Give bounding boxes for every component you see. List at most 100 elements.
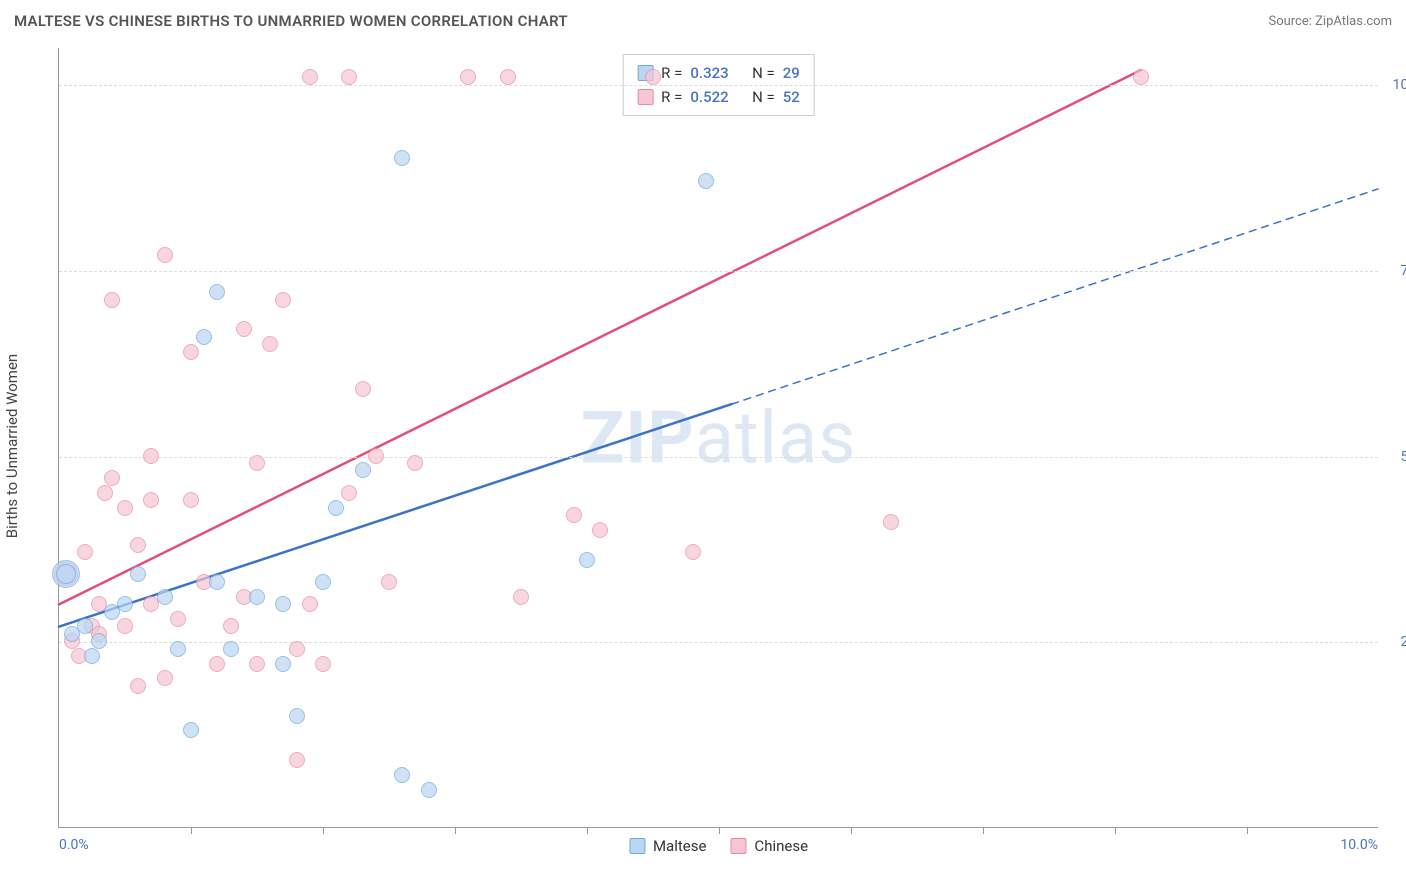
x-tick — [983, 827, 984, 834]
stats-row-maltese: R = 0.323 N = 29 — [637, 61, 800, 85]
scatter-point-maltese — [209, 574, 225, 590]
x-tick — [455, 827, 456, 834]
scatter-point-maltese — [315, 574, 331, 590]
x-tick — [719, 827, 720, 834]
r-label: R = — [661, 61, 682, 85]
chart-header: MALTESE VS CHINESE BIRTHS TO UNMARRIED W… — [14, 12, 1392, 30]
scatter-point-chinese — [592, 522, 608, 538]
scatter-point-chinese — [104, 470, 120, 486]
scatter-point-chinese — [368, 448, 384, 464]
scatter-point-chinese — [97, 485, 113, 501]
scatter-point-maltese — [275, 596, 291, 612]
scatter-point-chinese — [130, 678, 146, 694]
scatter-point-chinese — [157, 247, 173, 263]
swatch-chinese-icon — [637, 89, 653, 105]
scatter-point-maltese — [421, 782, 437, 798]
scatter-point-chinese — [157, 670, 173, 686]
scatter-point-maltese — [196, 329, 212, 345]
x-tick — [323, 827, 324, 834]
scatter-point-maltese — [77, 618, 93, 634]
x-tick — [191, 827, 192, 834]
scatter-point-chinese — [262, 336, 278, 352]
scatter-point-chinese — [249, 656, 265, 672]
r-value-chinese: 0.522 — [690, 85, 728, 109]
n-value-chinese: 52 — [783, 85, 800, 109]
scatter-point-chinese — [500, 69, 516, 85]
scatter-point-maltese — [328, 500, 344, 516]
legend-swatch-chinese-icon — [730, 838, 746, 854]
stats-row-chinese: R = 0.522 N = 52 — [637, 85, 800, 109]
chart-title: MALTESE VS CHINESE BIRTHS TO UNMARRIED W… — [14, 12, 568, 30]
scatter-point-maltese — [223, 641, 239, 657]
trend-line-maltese-dashed — [732, 189, 1378, 404]
scatter-point-maltese — [355, 462, 371, 478]
scatter-point-chinese — [566, 507, 582, 523]
scatter-point-chinese — [289, 752, 305, 768]
y-tick-label: 75.0% — [1386, 263, 1406, 279]
scatter-point-chinese — [117, 500, 133, 516]
scatter-point-chinese — [143, 492, 159, 508]
scatter-point-maltese — [289, 708, 305, 724]
scatter-point-chinese — [209, 656, 225, 672]
scatter-point-chinese — [77, 544, 93, 560]
scatter-point-maltese — [157, 589, 173, 605]
scatter-point-maltese — [394, 150, 410, 166]
y-tick-label: 100.0% — [1386, 77, 1406, 93]
scatter-point-maltese — [84, 648, 100, 664]
x-tick — [587, 827, 588, 834]
x-min-label: 0.0% — [59, 837, 89, 853]
scatter-point-maltese — [91, 633, 107, 649]
n-label: N = — [752, 61, 775, 85]
scatter-point-maltese — [579, 552, 595, 568]
scatter-point-maltese — [394, 767, 410, 783]
gridline — [59, 642, 1378, 643]
scatter-point-chinese — [117, 618, 133, 634]
scatter-point-chinese — [355, 381, 371, 397]
x-max-label: 10.0% — [1340, 837, 1378, 853]
y-tick-label: 25.0% — [1386, 634, 1406, 650]
scatter-point-maltese — [130, 566, 146, 582]
scatter-point-chinese — [302, 596, 318, 612]
scatter-point-chinese — [275, 292, 291, 308]
scatter-point-chinese — [289, 641, 305, 657]
x-tick — [1247, 827, 1248, 834]
scatter-point-chinese — [685, 544, 701, 560]
gridline — [59, 271, 1378, 272]
x-tick — [1115, 827, 1116, 834]
plot-area: ZIPatlas R = 0.323 N = 29 R = 0.522 N = … — [58, 48, 1378, 828]
scatter-point-chinese — [1133, 69, 1149, 85]
scatter-point-chinese — [236, 321, 252, 337]
scatter-point-chinese — [645, 69, 661, 85]
scatter-point-chinese — [883, 514, 899, 530]
scatter-point-maltese — [249, 589, 265, 605]
legend-swatch-maltese-icon — [629, 838, 645, 854]
bottom-legend: Maltese Chinese — [629, 837, 808, 855]
y-tick-label: 50.0% — [1386, 449, 1406, 465]
legend-label-chinese: Chinese — [754, 837, 808, 855]
scatter-point-maltese — [698, 173, 714, 189]
trend-lines-svg — [59, 48, 1378, 827]
legend-item-chinese: Chinese — [730, 837, 808, 855]
scatter-point-chinese — [513, 589, 529, 605]
x-tick — [851, 827, 852, 834]
scatter-point-chinese — [143, 448, 159, 464]
legend-item-maltese: Maltese — [629, 837, 706, 855]
scatter-point-chinese — [407, 455, 423, 471]
gridline — [59, 85, 1378, 86]
scatter-point-maltese — [183, 722, 199, 738]
scatter-point-maltese — [104, 604, 120, 620]
scatter-point-maltese — [209, 284, 225, 300]
scatter-point-chinese — [341, 485, 357, 501]
scatter-point-chinese — [315, 656, 331, 672]
scatter-point-chinese — [104, 292, 120, 308]
n-value-maltese: 29 — [783, 61, 800, 85]
y-axis-label: Births to Unmarried Women — [3, 354, 21, 538]
scatter-point-chinese — [249, 455, 265, 471]
scatter-point-maltese — [170, 641, 186, 657]
scatter-point-chinese — [183, 492, 199, 508]
scatter-point-chinese — [460, 69, 476, 85]
n-label-2: N = — [752, 85, 775, 109]
legend-label-maltese: Maltese — [653, 837, 706, 855]
scatter-point-maltese — [56, 564, 76, 584]
r-label-2: R = — [661, 85, 682, 109]
